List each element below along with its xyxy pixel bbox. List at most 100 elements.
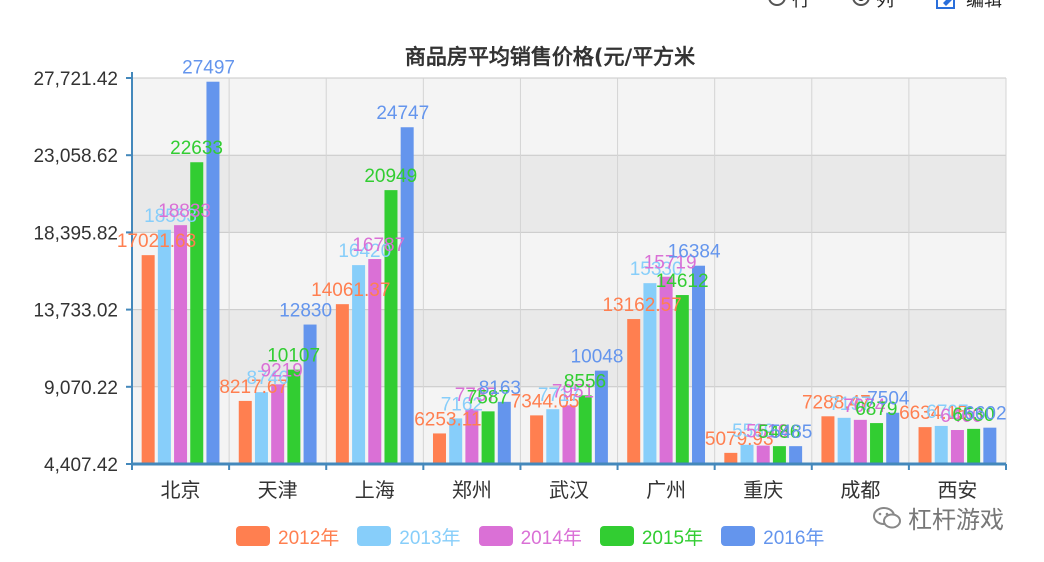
bar [950, 430, 964, 464]
edit-icon[interactable] [936, 0, 956, 9]
toolbar: 行 列 编辑 [754, 0, 1044, 18]
data-label: 7197 [829, 394, 871, 415]
bar [692, 265, 706, 464]
bar [870, 423, 884, 464]
data-label: 7737 [455, 385, 497, 406]
bar [967, 428, 981, 464]
grid-band [132, 155, 1006, 233]
bar [368, 259, 382, 464]
bar [837, 417, 851, 464]
axes: 4,407.42 9,070.22 13,733.02 18,395.82 23,058… [33, 69, 1007, 502]
bar [287, 369, 301, 464]
bar [497, 401, 511, 464]
data-label: 24747 [376, 103, 429, 124]
wechat-icon [873, 506, 901, 528]
x-tick-label: 重庆 [743, 478, 783, 502]
legend-swatch [599, 526, 634, 546]
legend-swatch [721, 526, 756, 546]
bar [886, 412, 900, 464]
edit-label[interactable]: 编辑 [966, 0, 1002, 11]
legend-label: 2014年 [520, 527, 582, 549]
y-tick-label: 27,721.42 [33, 69, 118, 90]
legend-item[interactable]: 2016年 [721, 522, 824, 550]
bar [659, 276, 673, 464]
data-label: 6634.15 [899, 403, 968, 424]
data-label: 6460 [940, 406, 982, 427]
bar [432, 433, 446, 464]
bars [141, 81, 997, 464]
y-tick-label: 13,733.02 [33, 301, 118, 322]
legend-label: 2012年 [278, 527, 340, 549]
x-tick-label: 广州 [646, 478, 686, 502]
x-tick-label: 上海 [355, 478, 395, 502]
legend-swatch [357, 526, 392, 546]
bar [756, 445, 770, 464]
bar [530, 415, 544, 464]
bar [983, 427, 997, 464]
y-tick-label: 4,407.42 [44, 455, 118, 476]
data-label: 7162 [441, 394, 483, 415]
bar [594, 370, 608, 464]
data-label: 16384 [668, 242, 721, 263]
data-label: 8163 [479, 378, 521, 399]
watermark-text: 杠杆游戏 [908, 506, 1004, 534]
data-label: 16787 [352, 235, 405, 256]
legend-item[interactable]: 2013年 [357, 522, 461, 550]
bar [724, 452, 738, 464]
x-tick-label: 西安 [937, 478, 977, 502]
y-tick-label: 9,070.22 [44, 378, 118, 399]
data-label: 8556 [564, 371, 606, 392]
data-label: 5486 [758, 422, 800, 443]
bar [384, 190, 398, 464]
y-tick-label: 18,395.82 [33, 223, 118, 244]
bar [141, 255, 155, 464]
data-label: 6602 [964, 404, 1006, 425]
data-label: 15330 [630, 259, 683, 280]
column-radio-label: 列 [876, 0, 894, 11]
bar [643, 283, 657, 464]
y-tick-label: 23,058.62 [33, 146, 118, 167]
bar [934, 425, 948, 464]
data-label: 7074 [843, 396, 886, 417]
bar [772, 446, 786, 464]
data-label: 6879 [855, 399, 897, 420]
bar [675, 295, 689, 464]
data-label: 7344.05 [511, 391, 580, 412]
chart-title: 商品房平均销售价格(元/平方米 [405, 45, 696, 69]
bar [238, 400, 252, 464]
data-label: 22633 [170, 138, 223, 159]
x-tick-label: 郑州 [452, 478, 492, 502]
bar [271, 384, 285, 464]
data-label: 8746 [247, 368, 289, 389]
bar [918, 427, 932, 464]
grid-band [132, 78, 1006, 156]
legend-label: 2015年 [641, 527, 704, 549]
legend-item[interactable]: 2015年 [599, 522, 704, 550]
data-label: 14061.37 [311, 280, 390, 301]
data-label: 7288.47 [802, 392, 871, 413]
data-label: 7504 [867, 389, 910, 410]
data-label: 7717 [538, 385, 580, 406]
bar [562, 405, 576, 464]
bar [465, 408, 479, 464]
data-label: 10107 [267, 346, 320, 367]
grid-band [132, 232, 1006, 310]
bar [335, 304, 349, 464]
data-label: 7951 [552, 381, 594, 402]
data-labels: 17021.63 8217.67 14061.37 6253.11 7344.05 131… [117, 58, 1007, 450]
x-tick-label: 成都 [840, 478, 880, 502]
bar [352, 265, 366, 464]
data-label: 20949 [364, 166, 417, 187]
legend: 2012年 2013年 2014年 2015年 2016年 [236, 522, 842, 550]
bar [190, 162, 204, 464]
legend-item[interactable]: 2014年 [478, 522, 582, 550]
x-tick-label: 北京 [161, 478, 201, 502]
data-label: 13162.57 [602, 295, 681, 316]
data-label: 15719 [644, 253, 697, 274]
data-label: 6530 [952, 405, 994, 426]
legend-swatch [478, 526, 513, 546]
data-label: 9219 [261, 360, 303, 381]
data-label: 5079.93 [705, 429, 774, 450]
legend-item[interactable]: 2012年 [236, 522, 339, 550]
data-label: 12830 [279, 301, 332, 322]
